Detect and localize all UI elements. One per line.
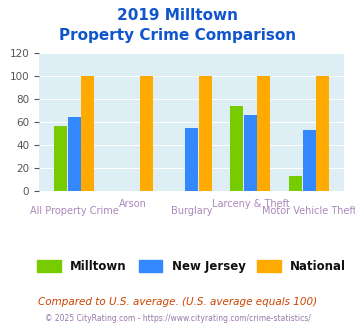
Text: Larceny & Theft: Larceny & Theft: [212, 199, 289, 210]
Bar: [303, 130, 316, 191]
Text: All Property Crime: All Property Crime: [30, 207, 119, 216]
Bar: [54, 125, 67, 191]
Bar: [68, 117, 81, 191]
Text: 2019 Milltown: 2019 Milltown: [117, 8, 238, 23]
Text: Motor Vehicle Theft: Motor Vehicle Theft: [262, 207, 355, 216]
Bar: [230, 106, 244, 191]
Bar: [140, 76, 153, 191]
Bar: [289, 176, 302, 191]
Text: © 2025 CityRating.com - https://www.cityrating.com/crime-statistics/: © 2025 CityRating.com - https://www.city…: [45, 314, 310, 323]
Text: Burglary: Burglary: [171, 207, 212, 216]
Legend: Milltown, New Jersey, National: Milltown, New Jersey, National: [32, 255, 351, 278]
Bar: [199, 76, 212, 191]
Text: Arson: Arson: [119, 199, 147, 210]
Bar: [244, 115, 257, 191]
Bar: [185, 128, 198, 191]
Text: Property Crime Comparison: Property Crime Comparison: [59, 28, 296, 43]
Text: Compared to U.S. average. (U.S. average equals 100): Compared to U.S. average. (U.S. average …: [38, 297, 317, 307]
Bar: [257, 76, 271, 191]
Bar: [81, 76, 94, 191]
Bar: [316, 76, 329, 191]
